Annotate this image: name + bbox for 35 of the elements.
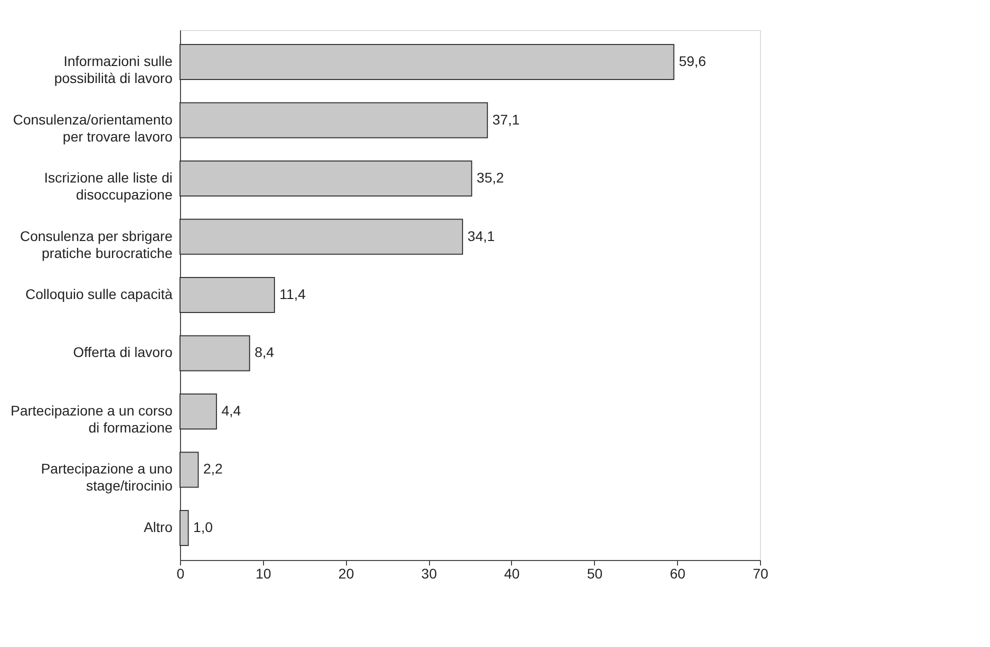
- data-label: 11,4: [279, 286, 306, 302]
- x-tick-label: 40: [504, 566, 520, 582]
- y-tick-label: Partecipazione a un corso di formazione: [10, 402, 173, 436]
- x-tick-label: 50: [586, 566, 603, 582]
- bar: [180, 160, 472, 196]
- data-label: 59,6: [678, 53, 706, 70]
- y-tick-label: Consulenza/orientamento per trovare lavoro: [12, 111, 173, 144]
- x-tick-label: 20: [338, 566, 354, 582]
- y-tick-label: Colloquio sulle capacità: [25, 286, 173, 302]
- y-tick-label: Informazioni sulle possibilità di lavoro: [54, 53, 173, 86]
- data-label: 1,0: [193, 518, 213, 535]
- y-tick-label: Iscrizione alle liste di disoccupazione: [44, 170, 173, 203]
- bar: [180, 218, 464, 255]
- data-label: 8,4: [254, 344, 274, 360]
- x-tick-label: 60: [670, 566, 686, 582]
- data-label: 4,4: [221, 402, 242, 418]
- y-tick-label: Partecipazione a uno stage/tirocinio: [40, 460, 173, 494]
- x-tick-label: 70: [752, 566, 768, 582]
- bar: [180, 102, 488, 138]
- y-tick-label: Consulenza per sbrigare pratiche burocratiche: [20, 228, 173, 261]
- y-tick-label: Altro: [144, 518, 173, 535]
- bar: [180, 510, 189, 546]
- bar: [180, 277, 275, 313]
- data-label: 2,2: [203, 460, 223, 477]
- x-tick-label: 0: [176, 566, 185, 582]
- data-label: 37,1: [492, 111, 520, 128]
- data-label: 35,2: [476, 170, 504, 186]
- bar: [180, 335, 250, 372]
- x-tick-label: 10: [256, 566, 272, 582]
- y-tick-label: Offerta di lavoro: [73, 344, 173, 360]
- bar: [180, 452, 199, 488]
- bar: [180, 44, 674, 80]
- x-tick-label: 30: [421, 566, 438, 582]
- data-label: 34,1: [468, 228, 496, 244]
- bar: [180, 394, 217, 430]
